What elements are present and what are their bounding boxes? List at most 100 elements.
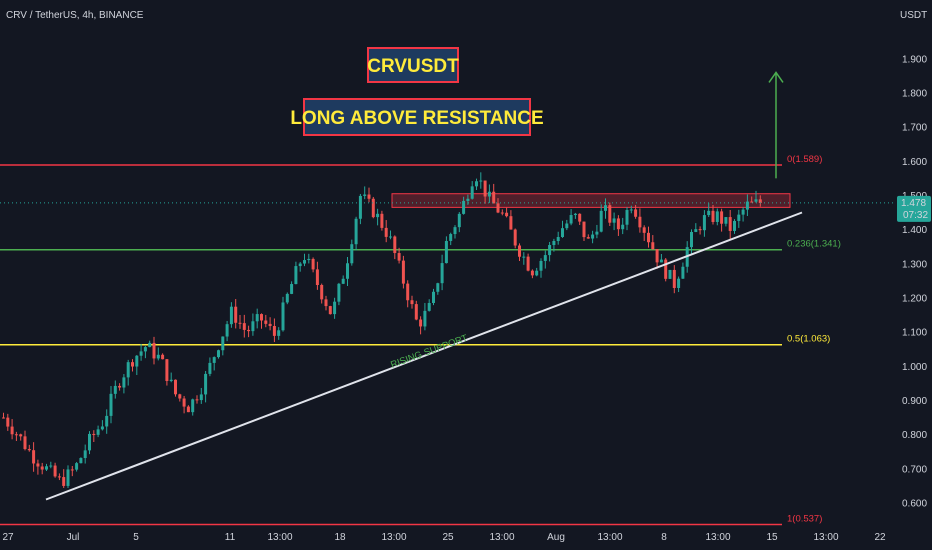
y-tick-label: 1.000: [902, 362, 927, 373]
resistance-zone[interactable]: [391, 193, 791, 208]
candle-countdown: 07:32: [903, 210, 928, 221]
candle: [268, 317, 272, 331]
candle: [384, 220, 388, 243]
candle: [169, 372, 173, 383]
fib-label: 0.5(1.063): [787, 334, 830, 345]
candle: [247, 325, 251, 338]
y-tick-label: 1.600: [902, 157, 927, 168]
y-tick-label: 0.800: [902, 430, 927, 441]
candle: [509, 210, 513, 230]
candle: [238, 315, 242, 329]
candle: [750, 196, 754, 203]
candle: [453, 225, 457, 239]
candle: [156, 347, 160, 361]
candle: [36, 459, 40, 475]
candle: [552, 238, 556, 252]
candle: [707, 203, 711, 218]
candle: [621, 217, 625, 235]
y-tick-label: 1.100: [902, 328, 927, 339]
candle: [410, 295, 414, 309]
candle: [569, 209, 573, 226]
candle: [724, 217, 728, 227]
x-tick-label: 25: [442, 532, 454, 543]
candle: [578, 213, 582, 225]
candle: [479, 172, 483, 189]
candle: [186, 405, 190, 413]
x-axis[interactable]: 27 Jul 5 11 13:00 18 13:00 25 13:00 Aug 13:00 8 13:0…: [2, 532, 886, 543]
candle: [393, 235, 397, 260]
candle: [358, 193, 362, 225]
candle: [737, 209, 741, 228]
symbol-label[interactable]: CRV / TetherUS, 4h, BINANCE: [6, 10, 144, 21]
x-tick-label: Aug: [547, 532, 565, 543]
x-tick-label: 27: [2, 532, 14, 543]
y-axis[interactable]: 1.9001.8001.7001.6001.5001.4001.3001.200…: [902, 54, 927, 509]
candle: [565, 219, 569, 231]
y-tick-label: 1.700: [902, 123, 927, 134]
x-tick-label: 18: [334, 532, 346, 543]
candle: [204, 371, 208, 403]
candle: [6, 413, 10, 431]
candle: [10, 419, 14, 440]
candle: [92, 430, 96, 443]
subtitle-badge: LONG ABOVE RESISTANCE: [290, 98, 544, 136]
candle: [513, 228, 517, 249]
candle: [363, 186, 367, 200]
rising-support-line[interactable]: [45, 211, 803, 501]
fib-label: 0(1.589): [787, 154, 822, 165]
candle: [251, 313, 255, 336]
candle: [466, 194, 470, 205]
candle: [638, 208, 642, 233]
candle: [260, 313, 263, 329]
candle: [681, 262, 685, 279]
x-tick-label: 13:00: [813, 532, 838, 543]
fib-levels: 0(1.589) 0.236(1.341) 0.5(1.063) 1(0.537): [0, 154, 841, 526]
candle: [543, 250, 547, 269]
candle: [419, 316, 423, 335]
candle: [83, 444, 87, 464]
candle: [135, 354, 139, 375]
target-arrow[interactable]: [768, 71, 784, 179]
candle: [440, 254, 444, 291]
candle: [195, 395, 199, 404]
candle: [634, 205, 638, 219]
candle: [616, 215, 620, 236]
candle: [586, 234, 590, 239]
candle: [449, 232, 453, 246]
candle: [105, 409, 109, 434]
candle: [367, 187, 371, 203]
candle: [307, 253, 311, 264]
candle: [604, 198, 607, 219]
candle: [608, 202, 612, 226]
candle: [522, 252, 526, 265]
candle: [401, 255, 405, 289]
candle: [625, 207, 629, 231]
candle: [148, 340, 152, 348]
candle: [234, 299, 238, 329]
candle: [229, 302, 233, 328]
title-text: CRVUSDT: [367, 56, 459, 77]
candle: [79, 457, 83, 464]
candle: [371, 196, 375, 219]
candle: [711, 205, 715, 225]
candle: [298, 261, 302, 272]
candle: [561, 220, 564, 238]
candle: [698, 226, 702, 235]
candle: [242, 314, 246, 338]
fib-label: 0.236(1.341): [787, 239, 841, 250]
candle: [174, 379, 177, 397]
title-badge: CRVUSDT: [367, 47, 459, 83]
candle: [217, 349, 220, 359]
x-tick-label: 13:00: [705, 532, 730, 543]
candle: [715, 208, 719, 226]
current-price-tag: 1.478 07:32: [897, 195, 931, 222]
candle: [642, 225, 646, 241]
y-tick-label: 1.200: [902, 293, 927, 304]
candle: [406, 280, 410, 308]
candle: [389, 230, 392, 240]
candle: [475, 178, 478, 191]
candle: [556, 231, 560, 245]
x-tick-label: 22: [874, 532, 886, 543]
candle: [629, 205, 633, 214]
